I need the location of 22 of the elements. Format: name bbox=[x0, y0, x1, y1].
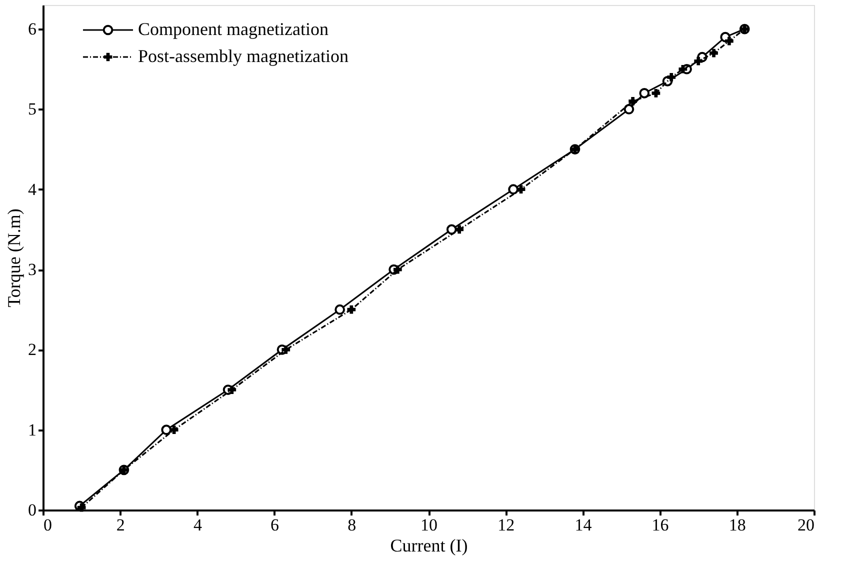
y-axis-title: Torque (N.m) bbox=[4, 208, 24, 308]
x-axis-title: Current (I) bbox=[390, 536, 468, 556]
x-tick-label: 16 bbox=[652, 516, 669, 534]
y-tick-label: 0 bbox=[28, 500, 36, 520]
x-tick-label: 4 bbox=[193, 516, 202, 534]
x-tick-label: 0 bbox=[44, 516, 52, 534]
x-tick-label: 14 bbox=[574, 516, 592, 534]
x-tick-label: 18 bbox=[728, 516, 746, 534]
x-tick-label: 12 bbox=[498, 516, 515, 534]
legend-label: Post-assembly magnetization bbox=[138, 46, 348, 66]
y-tick-label: 2 bbox=[28, 340, 36, 360]
x-tick-label: 20 bbox=[798, 516, 814, 534]
y-tick-label: 3 bbox=[28, 260, 36, 280]
x-tick-label: 6 bbox=[270, 516, 280, 534]
x-tick-label: 8 bbox=[348, 516, 356, 534]
y-tick-label: 4 bbox=[28, 180, 37, 199]
x-tick-label: 10 bbox=[420, 516, 438, 534]
y-tick-label: 5 bbox=[28, 100, 36, 119]
y-tick-label: 6 bbox=[28, 20, 36, 39]
x-tick-label: 2 bbox=[116, 516, 125, 534]
y-tick-label: 1 bbox=[28, 420, 36, 440]
legend-label: Component magnetization bbox=[138, 19, 328, 39]
